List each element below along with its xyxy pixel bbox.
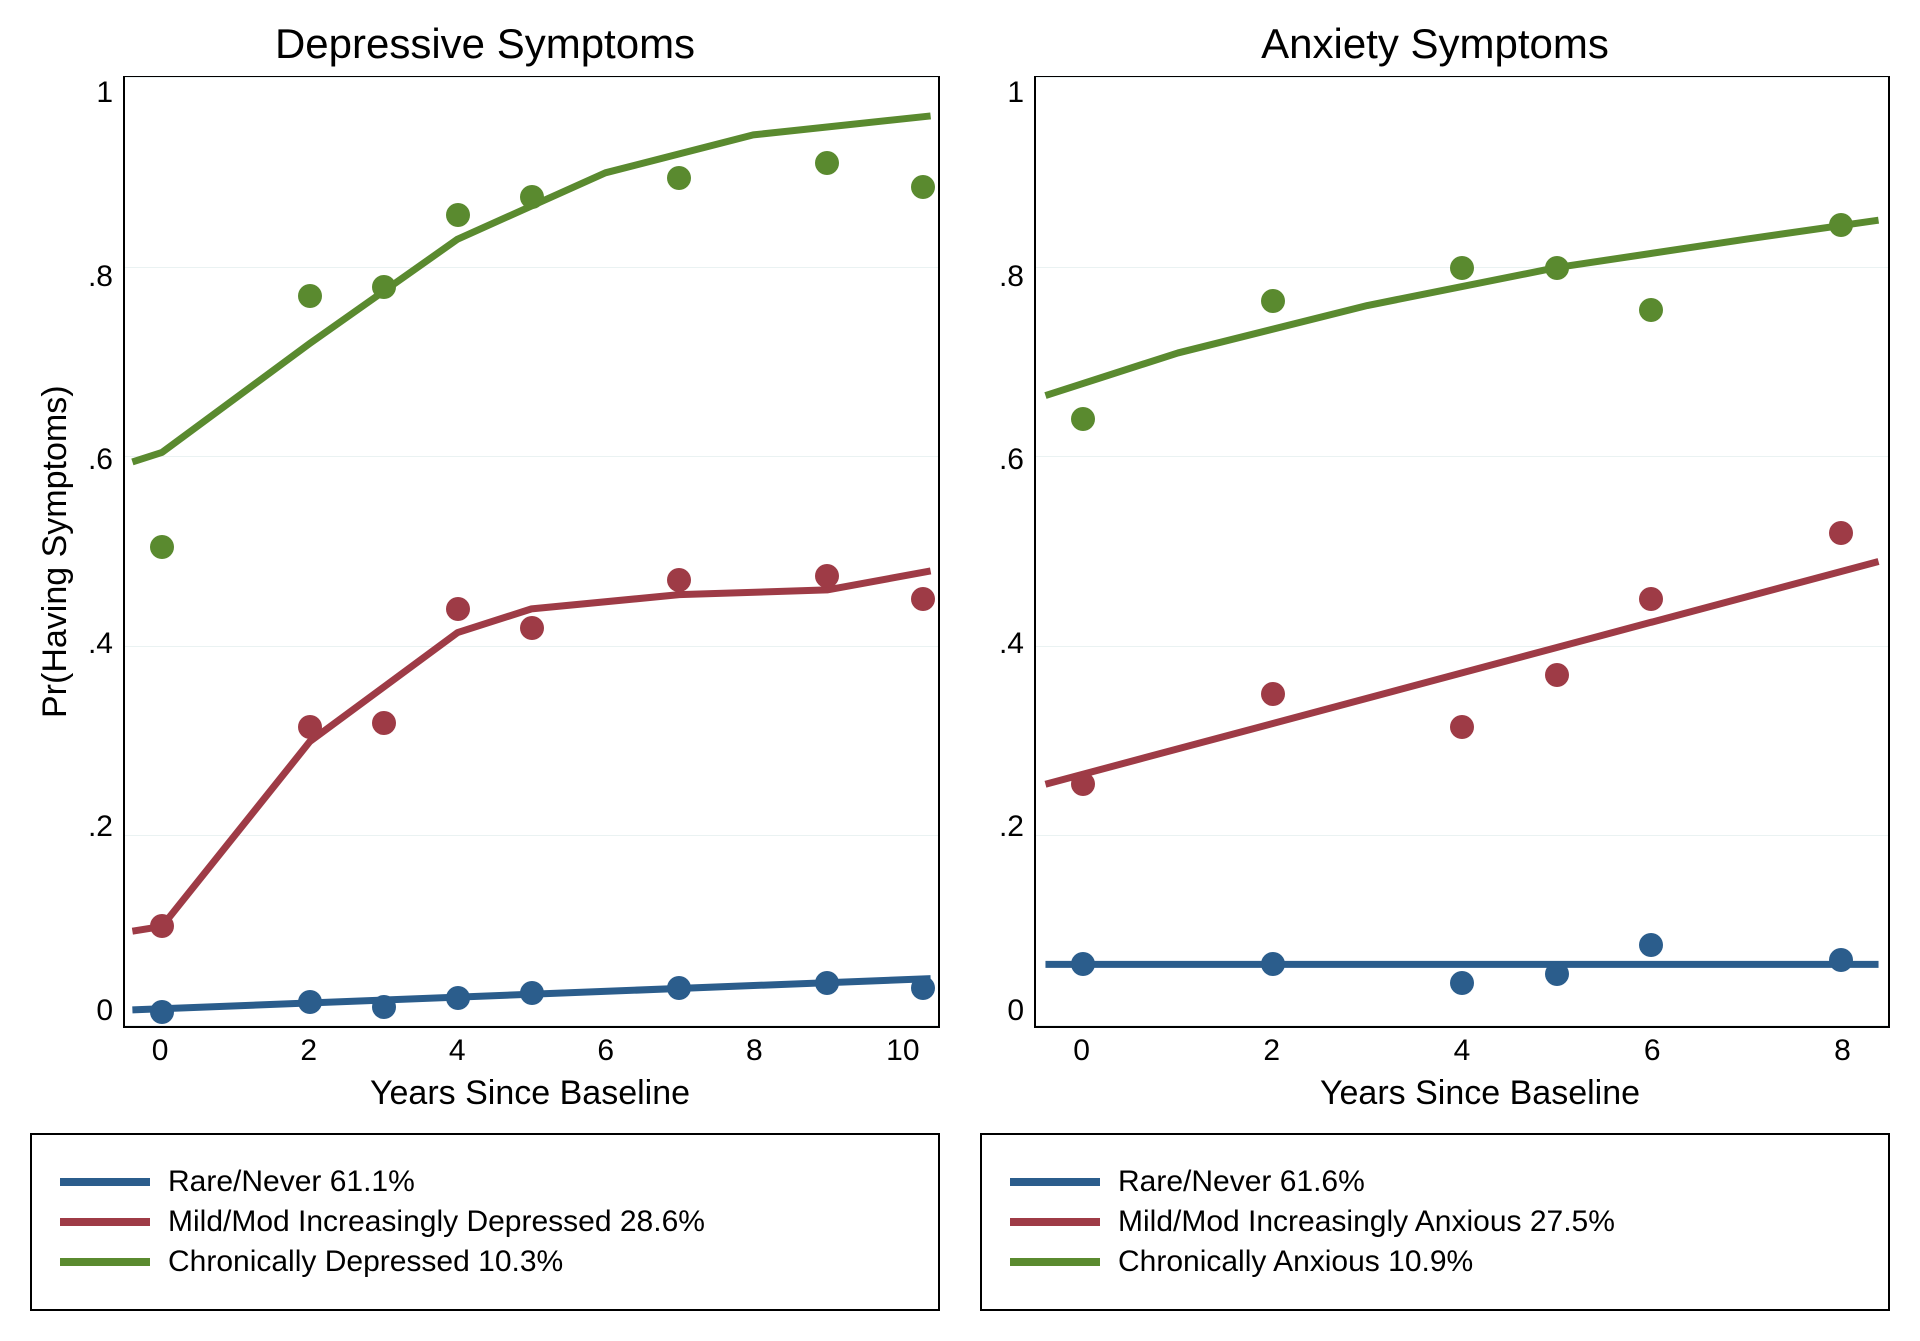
x-tick: 8 xyxy=(1834,1034,1851,1068)
plot-row: Pr(Having Symptoms) 1 .8 .6 .4 .2 0 xyxy=(30,76,940,1028)
legend-item: Chronically Anxious 10.9% xyxy=(1010,1245,1860,1279)
x-tick: 0 xyxy=(1073,1034,1090,1068)
x-tick: 4 xyxy=(449,1034,466,1068)
legend-swatch xyxy=(1010,1218,1100,1226)
data-point xyxy=(520,616,544,640)
data-point xyxy=(1261,952,1285,976)
y-tick: .6 xyxy=(986,443,1024,477)
x-tick: 8 xyxy=(746,1034,763,1068)
data-point xyxy=(372,711,396,735)
legend-item: Rare/Never 61.1% xyxy=(60,1165,910,1199)
data-point xyxy=(1545,962,1569,986)
y-tick: .8 xyxy=(986,260,1024,294)
legend-label: Chronically Anxious 10.9% xyxy=(1118,1245,1473,1279)
panel-title: Depressive Symptoms xyxy=(30,20,940,68)
panel-depressive: Depressive Symptoms Pr(Having Symptoms) … xyxy=(30,20,940,1113)
y-tick: .4 xyxy=(986,627,1024,661)
legend-label: Chronically Depressed 10.3% xyxy=(168,1245,563,1279)
data-point xyxy=(1829,948,1853,972)
y-axis-label: Pr(Having Symptoms) xyxy=(30,76,75,1028)
data-point xyxy=(446,986,470,1010)
data-point xyxy=(667,166,691,190)
data-point xyxy=(1829,521,1853,545)
data-point xyxy=(520,185,544,209)
data-point xyxy=(150,1000,174,1024)
legend-swatch xyxy=(60,1258,150,1266)
y-tick: .2 xyxy=(986,810,1024,844)
data-point xyxy=(446,203,470,227)
y-tick-labels: 1 .8 .6 .4 .2 0 xyxy=(986,76,1034,1028)
data-point xyxy=(372,275,396,299)
y-axis-label xyxy=(980,76,986,1028)
legend-label: Rare/Never 61.6% xyxy=(1118,1165,1365,1199)
legend-depressive: Rare/Never 61.1% Mild/Mod Increasingly De… xyxy=(30,1133,940,1311)
series-line xyxy=(132,116,930,462)
legend-swatch xyxy=(1010,1258,1100,1266)
data-point xyxy=(298,990,322,1014)
plot-svg xyxy=(1036,78,1888,1026)
x-tick-labels: 0 2 4 6 8 xyxy=(980,1028,1890,1070)
data-point xyxy=(1545,256,1569,280)
data-point xyxy=(298,284,322,308)
y-tick-labels: 1 .8 .6 .4 .2 0 xyxy=(75,76,123,1028)
panels-container: Depressive Symptoms Pr(Having Symptoms) … xyxy=(0,0,1920,1123)
y-tick: 1 xyxy=(75,76,113,110)
legend-item: Mild/Mod Increasingly Depressed 28.6% xyxy=(60,1205,910,1239)
x-tick: 2 xyxy=(1263,1034,1280,1068)
plot-wrap: Pr(Having Symptoms) 1 .8 .6 .4 .2 0 0 2 4 6 8 10 Y… xyxy=(30,76,940,1113)
y-tick: .2 xyxy=(75,810,113,844)
plot-row: 1 .8 .6 .4 .2 0 xyxy=(980,76,1890,1028)
x-axis-label: Years Since Baseline xyxy=(30,1070,940,1113)
x-tick: 6 xyxy=(597,1034,614,1068)
plot-svg xyxy=(125,78,938,1026)
x-tick: 6 xyxy=(1644,1034,1661,1068)
legends-container: Rare/Never 61.1% Mild/Mod Increasingly De… xyxy=(0,1123,1920,1341)
data-point xyxy=(1829,213,1853,237)
legend-swatch xyxy=(1010,1178,1100,1186)
y-tick: .8 xyxy=(75,260,113,294)
legend-item: Rare/Never 61.6% xyxy=(1010,1165,1860,1199)
plot-wrap: 1 .8 .6 .4 .2 0 0 2 4 6 8 Years Since Baseline xyxy=(980,76,1890,1113)
data-point xyxy=(1450,256,1474,280)
legend-label: Rare/Never 61.1% xyxy=(168,1165,415,1199)
data-point xyxy=(372,995,396,1019)
y-tick: .4 xyxy=(75,627,113,661)
panel-title: Anxiety Symptoms xyxy=(980,20,1890,68)
data-point xyxy=(446,597,470,621)
plot-area xyxy=(1034,76,1890,1028)
legend-swatch xyxy=(60,1178,150,1186)
x-tick: 10 xyxy=(886,1034,919,1068)
legend-item: Chronically Depressed 10.3% xyxy=(60,1245,910,1279)
data-point xyxy=(520,981,544,1005)
data-point xyxy=(298,715,322,739)
data-point xyxy=(815,564,839,588)
y-tick: 1 xyxy=(986,76,1024,110)
x-tick: 2 xyxy=(300,1034,317,1068)
data-point xyxy=(1545,663,1569,687)
x-tick: 4 xyxy=(1454,1034,1471,1068)
legend-label: Mild/Mod Increasingly Anxious 27.5% xyxy=(1118,1205,1615,1239)
legend-swatch xyxy=(60,1218,150,1226)
legend-item: Mild/Mod Increasingly Anxious 27.5% xyxy=(1010,1205,1860,1239)
y-tick: 0 xyxy=(986,994,1024,1028)
x-axis-label: Years Since Baseline xyxy=(980,1070,1890,1113)
panel-anxiety: Anxiety Symptoms 1 .8 .6 .4 .2 0 0 2 4 6 8 Years … xyxy=(980,20,1890,1113)
x-tick-labels: 0 2 4 6 8 10 xyxy=(30,1028,940,1070)
legend-anxiety: Rare/Never 61.6% Mild/Mod Increasingly An… xyxy=(980,1133,1890,1311)
data-point xyxy=(1261,289,1285,313)
y-tick: 0 xyxy=(75,994,113,1028)
x-tick: 0 xyxy=(152,1034,169,1068)
series-line xyxy=(1045,561,1878,784)
data-point xyxy=(1261,682,1285,706)
y-tick: .6 xyxy=(75,443,113,477)
plot-area xyxy=(123,76,940,1028)
series-line xyxy=(1045,220,1878,395)
legend-label: Mild/Mod Increasingly Depressed 28.6% xyxy=(168,1205,705,1239)
